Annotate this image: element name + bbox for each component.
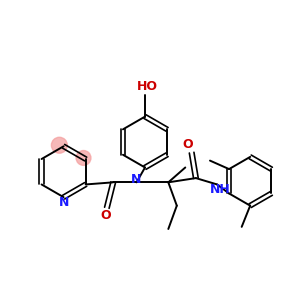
Text: O: O: [100, 209, 111, 222]
Text: N: N: [58, 196, 69, 209]
Text: O: O: [182, 138, 193, 151]
Text: N: N: [131, 173, 142, 186]
Text: HO: HO: [136, 80, 158, 93]
Text: NH: NH: [210, 183, 231, 196]
Circle shape: [76, 151, 91, 165]
Circle shape: [51, 137, 67, 153]
